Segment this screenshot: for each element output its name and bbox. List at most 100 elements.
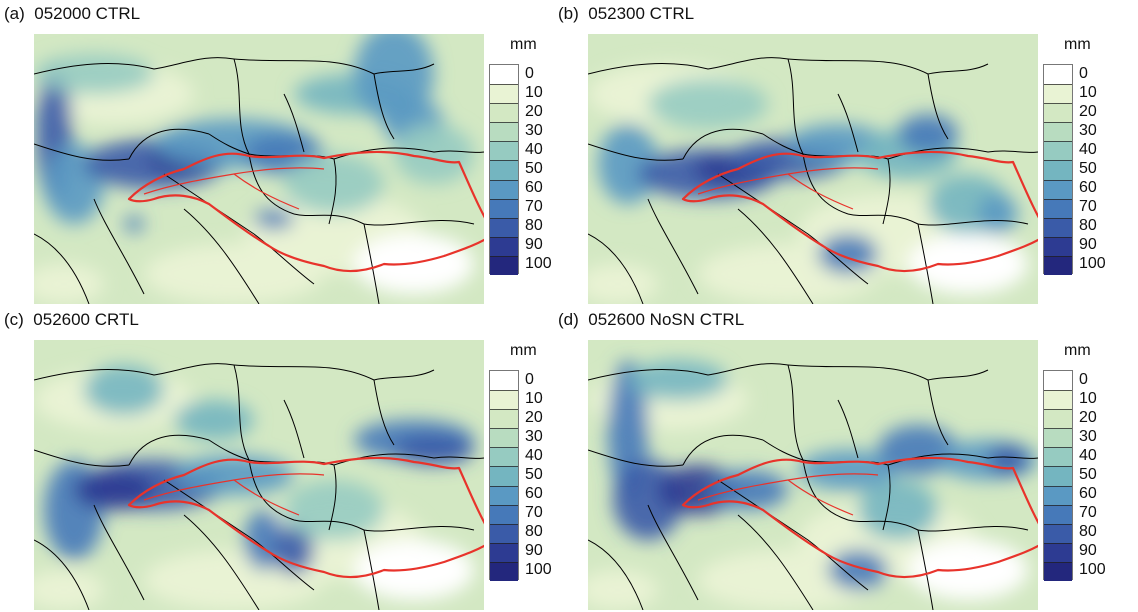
color-scale-step [1044,141,1072,161]
color-scale-step [1044,428,1072,448]
border-line [328,158,337,225]
color-scale-step [1044,542,1072,563]
border-line [34,539,90,610]
color-scale-divider [490,390,518,392]
color-scale-divider [490,485,518,487]
panel-a-title: (a) 052000 CTRL [4,4,140,24]
color-scale-divider [1044,542,1072,544]
panel-caption: 052600 NoSN CTRL [588,310,745,329]
precipitation-field [858,480,938,540]
legend-tick-label: 90 [525,236,543,254]
basin-outline [127,456,484,579]
border-line [34,233,90,304]
precipitation-map-b [588,34,1038,304]
color-scale-step [1044,485,1072,506]
panel-a: (a) 052000 CTRL mm 0 10 20 30 40 50 60 70 80 90 100 [4,4,564,304]
legend-tick-label: 0 [525,370,534,388]
color-scale-divider [1044,198,1072,200]
color-scale-divider [1044,428,1072,430]
panel-c: (c) 052600 CRTL mm 0 10 20 30 40 50 60 70 80 90 100 [4,310,564,610]
legend-tick-label: 20 [1079,102,1097,120]
border-line [588,57,789,75]
color-scale-divider [490,84,518,86]
precipitation-field [898,114,958,154]
legend-tick-label: 60 [1079,179,1097,197]
panel-label: (c) [4,310,24,329]
sub-basin-outline [143,167,325,210]
border-line [927,379,949,446]
color-scale-step [490,523,518,544]
legend-tick-label: 10 [525,389,543,407]
border-line [233,58,435,75]
color-scale-divider [1044,141,1072,143]
color-scale-bar [1043,370,1073,582]
border-line [373,379,395,446]
precipitation-field [394,124,474,184]
color-scale-step [490,561,518,582]
border-line [34,449,130,467]
legend-tick-label: 70 [1079,198,1097,216]
color-scale-divider [1044,485,1072,487]
legend-tick-label: 80 [525,523,543,541]
color-scale-divider [1044,236,1072,238]
border-line [328,464,337,531]
color-scale-step [1044,561,1072,582]
legend-tick-label: 100 [525,561,552,579]
legend-tick-label: 90 [1079,542,1097,560]
color-scale-step [1044,523,1072,544]
color-scale-divider [490,141,518,143]
border-line [183,514,260,610]
border-line [34,143,130,161]
basin-outline [681,456,1038,579]
legend-tick-label: 100 [525,255,552,273]
panel-label: (b) [558,4,579,23]
country-borders [34,57,484,304]
border-line [163,479,315,591]
legend-tick-label: 20 [525,408,543,426]
color-scale-step [1044,371,1072,391]
border-line [647,504,699,601]
legend-tick-label: 0 [525,64,534,82]
legend-tick-label: 40 [1079,140,1097,158]
border-line [283,93,305,153]
color-scale-divider [490,160,518,162]
color-scale-step [1044,236,1072,257]
color-scale-step [490,390,518,410]
precipitation-field [144,244,324,304]
legend-tick-label: 100 [1079,255,1106,273]
color-scale-step [490,198,518,219]
precipitation-field [648,79,768,129]
color-scale-step [490,409,518,429]
legend-a: mm 0 10 20 30 40 50 60 70 80 90 100 [489,36,564,286]
legend-tick-label: 40 [525,140,543,158]
legend-tick-label: 80 [525,217,543,235]
color-scale-divider [490,409,518,411]
legend-tick-label: 0 [1079,64,1088,82]
color-scale-divider [490,122,518,124]
color-scale-divider [490,236,518,238]
precipitation-field [708,470,788,510]
precipitation-field [588,570,658,610]
border-line [717,479,869,591]
precipitation-field [74,470,154,510]
border-line [363,529,380,610]
legend-tick-label: 50 [525,160,543,177]
country-borders [34,363,484,610]
border-line [917,223,934,304]
panel-caption: 052000 CTRL [34,4,141,23]
color-scale-step [1044,198,1072,219]
border-line [882,464,891,531]
color-scale-divider [490,523,518,525]
map-canvas [34,340,484,610]
color-scale-step [490,160,518,181]
border-line [93,504,145,601]
precipitation-field [978,194,1018,234]
color-scale-step [490,65,518,85]
precipitation-field [174,400,254,440]
color-scale-divider [1044,103,1072,105]
precipitation-map-d [588,340,1038,610]
map-canvas [588,340,1038,610]
border-line [233,58,250,155]
legend-tick-label: 10 [1079,83,1097,101]
color-scale-bar [489,370,519,582]
